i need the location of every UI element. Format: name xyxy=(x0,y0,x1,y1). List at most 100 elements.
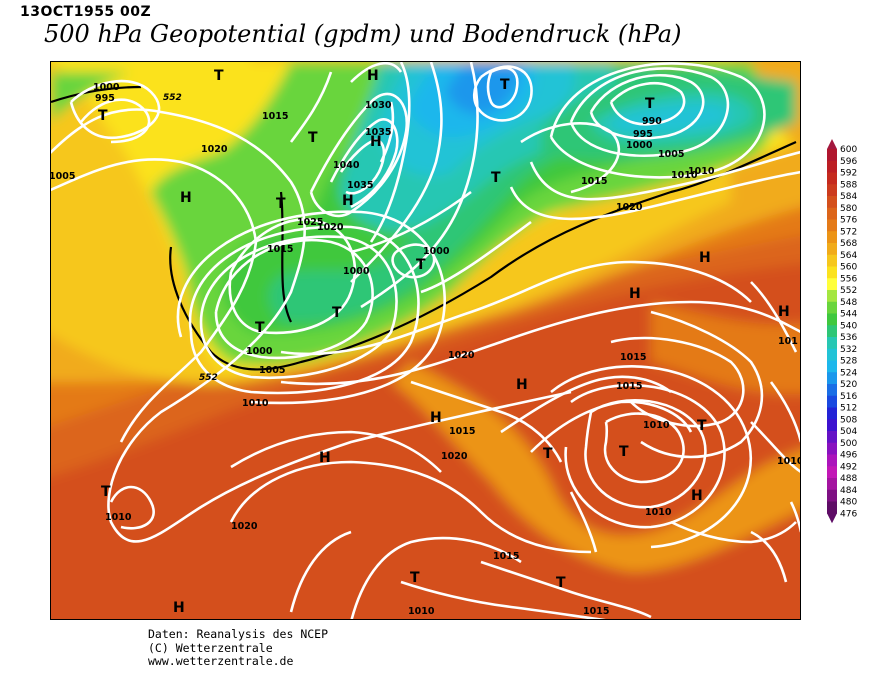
legend-swatch xyxy=(827,301,837,314)
legend-swatch xyxy=(827,384,837,397)
credits-copyright: (C) Wetterzentrale xyxy=(148,640,273,655)
legend-label: 560 xyxy=(840,263,857,273)
isobar-label: 1030 xyxy=(365,100,392,111)
low-center: T xyxy=(308,130,318,146)
legend-swatch xyxy=(827,149,837,162)
isobar-label: 1005 xyxy=(658,149,684,160)
isobar-label: 1020 xyxy=(441,451,468,462)
low-center: T xyxy=(491,170,501,186)
credits: Daten: Reanalysis des NCEP (C) Wetterzen… xyxy=(148,627,329,669)
isobar-label: 1020 xyxy=(231,521,258,532)
isobar-label: 1010 xyxy=(688,166,715,177)
legend-label: 476 xyxy=(840,509,857,519)
high-center: H xyxy=(516,377,528,393)
low-center: T xyxy=(645,96,655,112)
low-center: T xyxy=(98,108,108,124)
map-date: 13OCT1955 00Z xyxy=(20,4,152,20)
low-center: T xyxy=(332,305,342,321)
isobar-labels: 1000 995 1015 1020 1005 1030 1035 1040 1… xyxy=(51,82,800,617)
legend-label: 492 xyxy=(840,462,857,472)
low-center: T xyxy=(276,196,286,212)
low-center: T xyxy=(416,257,426,273)
legend-label: 552 xyxy=(840,286,857,296)
legend-label: 540 xyxy=(840,321,857,331)
low-center: T xyxy=(500,77,510,93)
legend-swatch xyxy=(827,454,837,467)
credits-data-source: Daten: Reanalysis des NCEP xyxy=(148,627,329,641)
isobar-label: 1015 xyxy=(581,176,607,187)
isobar-label: 1000 xyxy=(343,266,370,277)
legend-swatch xyxy=(827,184,837,197)
isobar-label: 1020 xyxy=(201,144,228,155)
legend-swatch xyxy=(827,419,837,432)
legend-swatch xyxy=(827,160,837,173)
legend-swatch xyxy=(827,254,837,267)
isobar-label: 1010 xyxy=(408,606,435,617)
legend-label: 568 xyxy=(840,239,857,249)
legend-label: 508 xyxy=(840,415,857,425)
high-center: H xyxy=(180,190,192,206)
legend-label: 488 xyxy=(840,474,857,484)
legend-swatch xyxy=(827,207,837,220)
isobar-label: 1015 xyxy=(620,352,646,363)
isobar-label: 1015 xyxy=(449,426,475,437)
high-center: H xyxy=(629,286,641,302)
isobar-label: 1020 xyxy=(317,222,344,233)
isobar-label: 995 xyxy=(95,93,115,104)
legend-label: 528 xyxy=(840,357,857,367)
legend-swatch xyxy=(827,313,837,326)
legend-label: 564 xyxy=(840,251,857,261)
legend-arrow-bottom xyxy=(827,513,837,524)
low-center: T xyxy=(410,570,420,586)
isobar-label: 1000 xyxy=(423,246,450,257)
low-center: T xyxy=(101,484,111,500)
low-center: T xyxy=(619,444,629,460)
contour-552 xyxy=(51,85,797,371)
legend-swatch xyxy=(827,372,837,385)
isobar-label: 1035 xyxy=(365,127,391,138)
legend-swatch xyxy=(827,348,837,361)
high-center: H xyxy=(370,134,382,150)
high-center: H xyxy=(778,304,790,320)
legend-swatch xyxy=(827,360,837,373)
legend-label: 572 xyxy=(840,227,857,237)
high-center: H xyxy=(367,68,379,84)
high-center: H xyxy=(173,600,185,616)
isobar-label: 1000 xyxy=(93,82,120,93)
isobar-label: 1015 xyxy=(616,381,642,392)
legend-label: 596 xyxy=(840,157,857,167)
low-center: T xyxy=(556,575,566,591)
legend-swatch xyxy=(827,172,837,185)
legend-swatch xyxy=(827,407,837,420)
isobar-label: 101 xyxy=(778,336,798,347)
isobar-label: 1015 xyxy=(493,551,519,562)
isobar-label: 1015 xyxy=(267,244,293,255)
legend-label: 524 xyxy=(840,368,857,378)
legend-swatch xyxy=(827,466,837,479)
contour-label-552: 552 xyxy=(163,93,182,103)
legend-swatch xyxy=(827,278,837,291)
legend-swatch xyxy=(827,231,837,244)
legend-label: 484 xyxy=(840,486,857,496)
high-center: H xyxy=(342,193,354,209)
isobar-label: 1000 xyxy=(246,346,273,357)
legend-label: 504 xyxy=(840,427,857,437)
isobar-label: 1035 xyxy=(347,180,373,191)
legend-label: 512 xyxy=(840,404,857,414)
legend-label: 600 xyxy=(840,145,857,155)
isobar-label: 995 xyxy=(633,129,653,140)
isobar-label: 1040 xyxy=(333,160,360,171)
legend-label: 548 xyxy=(840,298,857,308)
legend-label: 516 xyxy=(840,392,857,402)
low-center: T xyxy=(214,68,224,84)
legend-swatch xyxy=(827,290,837,303)
isobar-label: 1010 xyxy=(671,170,698,181)
legend-swatch xyxy=(827,489,837,502)
legend-label: 544 xyxy=(840,310,857,320)
legend-label: 556 xyxy=(840,274,857,284)
low-center: T xyxy=(697,418,707,434)
legend-arrow-top xyxy=(827,139,837,149)
legend-label: 532 xyxy=(840,345,857,355)
pressure-centers: T H T T H H T T T H H T T H T H H H T T … xyxy=(98,68,790,616)
low-center: T xyxy=(255,320,265,336)
